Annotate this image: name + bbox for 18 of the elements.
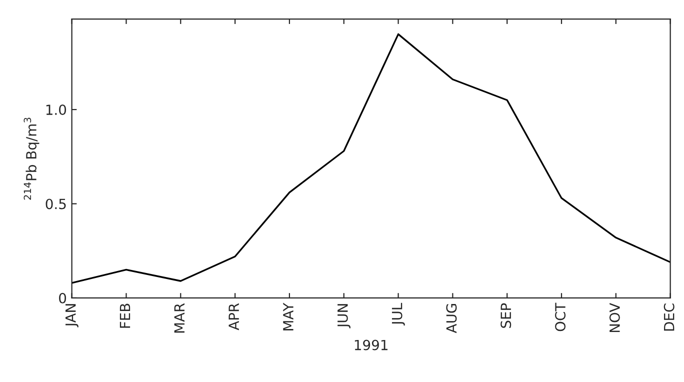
- x-tick-label: OCT: [555, 302, 566, 332]
- x-tick-label: APR: [228, 303, 239, 330]
- line-series: [72, 33, 670, 284]
- x-tick-label: MAR: [174, 303, 184, 333]
- x-tick-label: NOV: [609, 302, 620, 332]
- x-tick-label: AUG: [446, 304, 457, 334]
- x-tick-label: DEC: [664, 304, 674, 331]
- x-tick-label: FEB: [120, 304, 130, 328]
- x-tick-label: JUN: [338, 304, 350, 328]
- x-tick-label: SEP: [500, 303, 512, 328]
- y-tick-label: 0.5: [46, 198, 66, 210]
- y-tick-label: 1.0: [46, 104, 66, 116]
- x-axis-title: 1991: [354, 340, 388, 350]
- x-tick-label: JUL: [392, 302, 405, 326]
- x-tick-label: JAN: [66, 304, 78, 328]
- y-axis-title: $^{214}$Pb Bq/m$^{3}$: [24, 118, 40, 200]
- y-tick-label: 0: [59, 292, 66, 304]
- x-tick-label: MAY: [283, 302, 294, 330]
